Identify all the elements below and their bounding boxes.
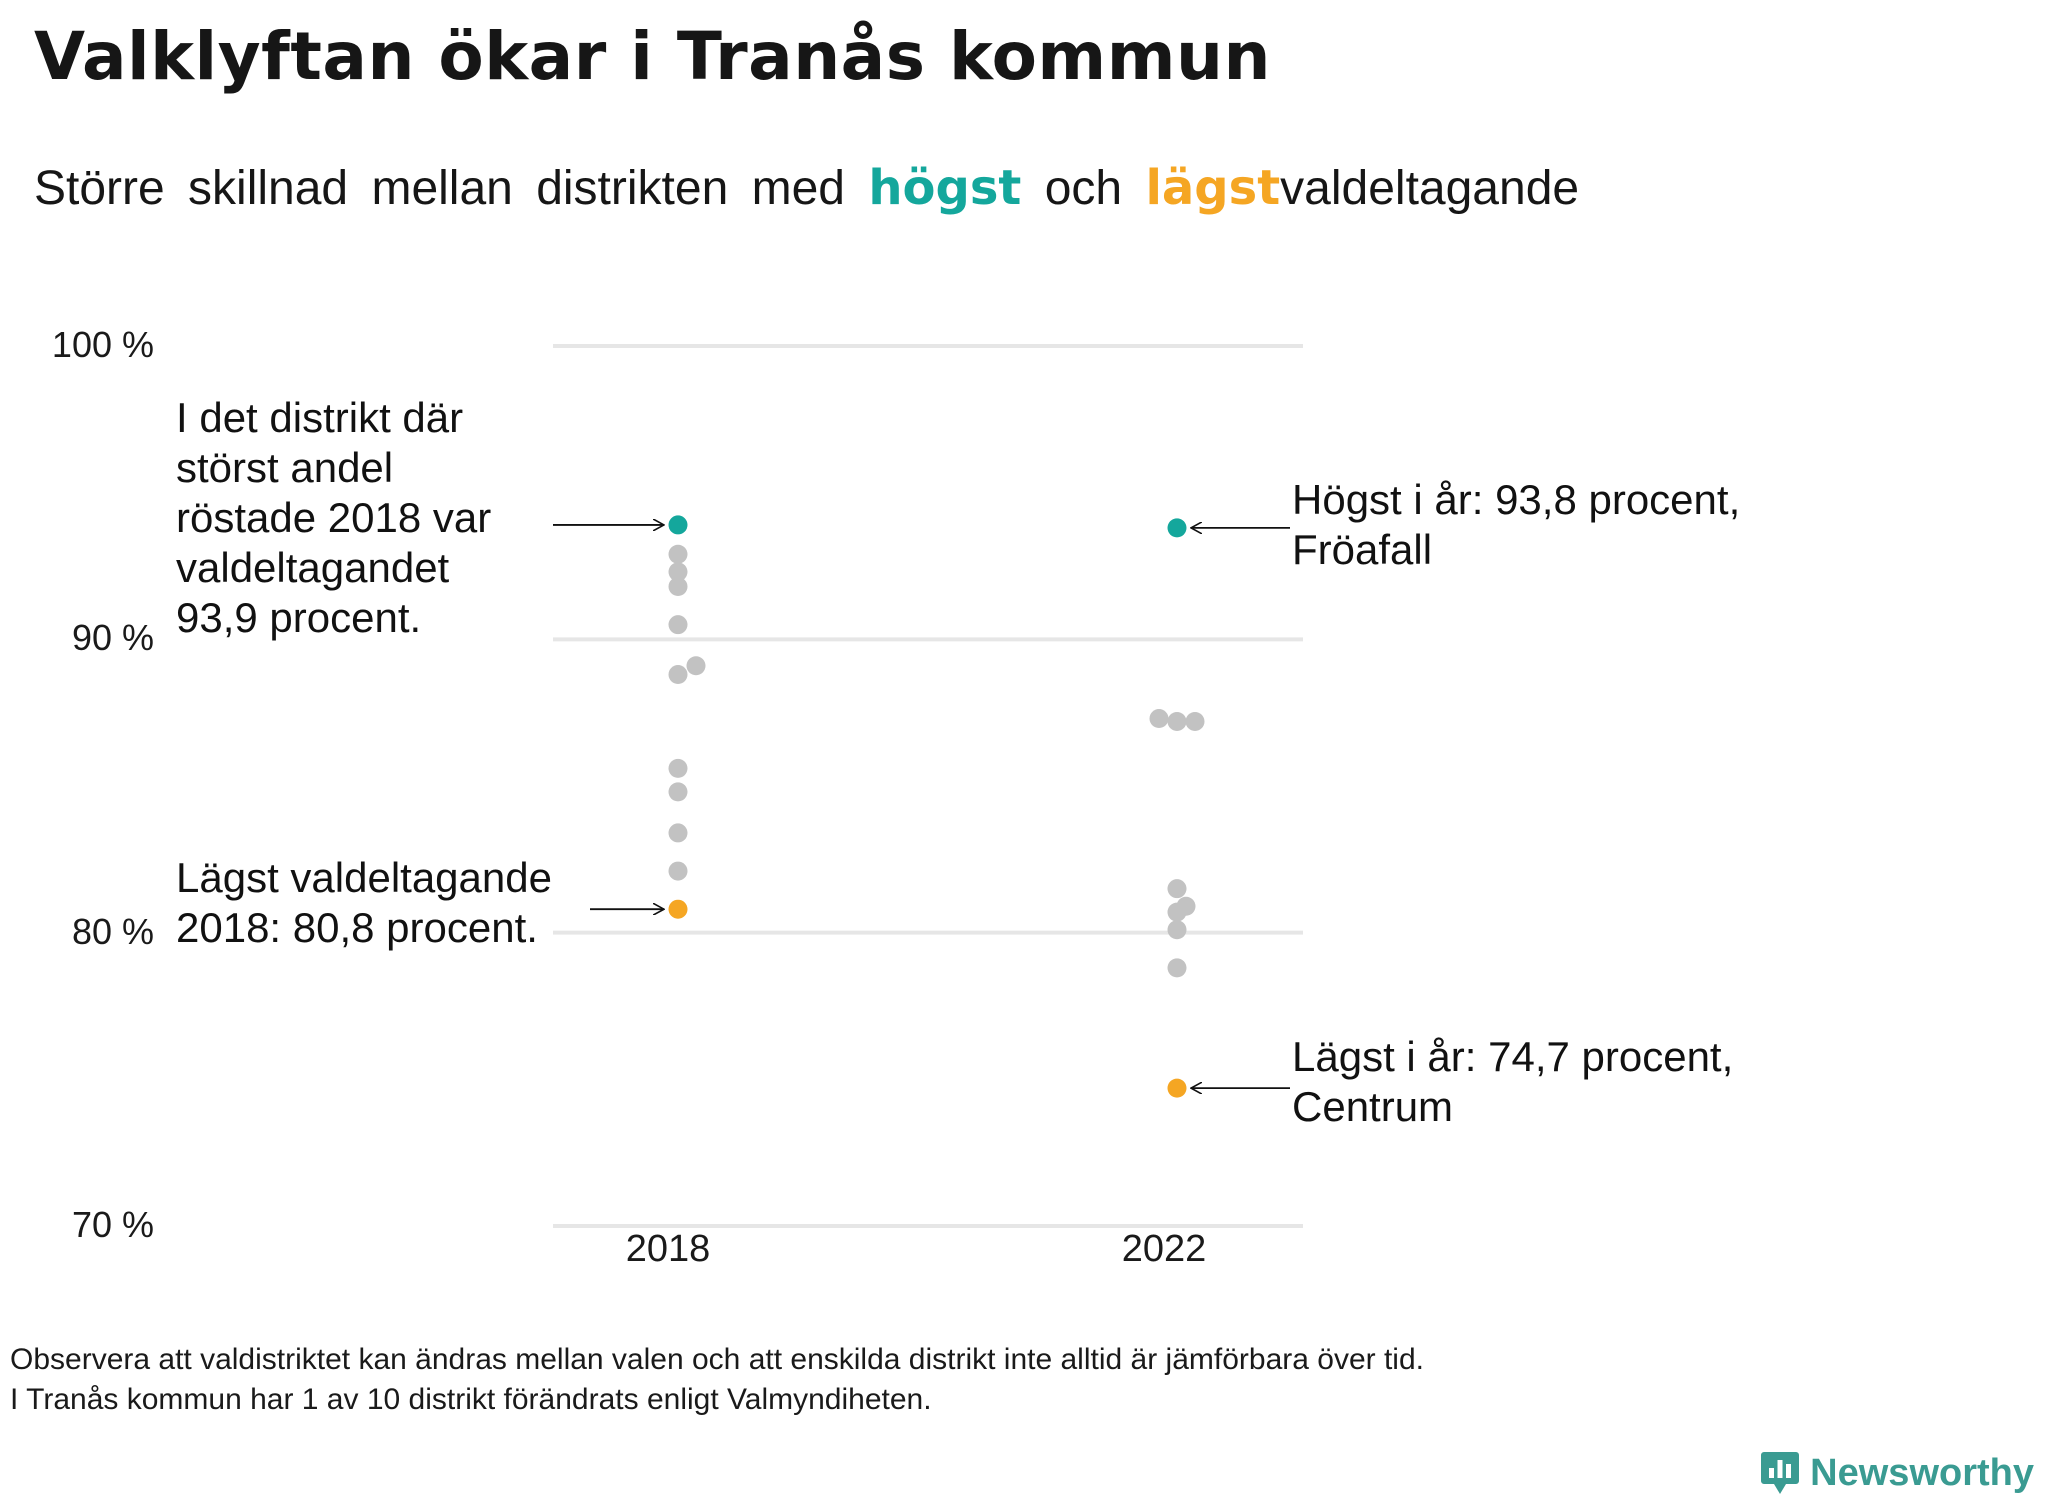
dot-2018-other-10 [668,861,688,881]
y-tick-label-70: 70 % [71,1204,154,1245]
dot-2018-other-7 [668,758,688,778]
dot-2018-other-8 [668,782,688,802]
dot-2018-other-9 [668,823,688,843]
dot-2022-other-4 [1167,879,1187,899]
dot-2022-other-3 [1185,711,1205,731]
dot-2018-other-1 [668,544,688,564]
gridlines [553,344,1303,1228]
data-points [668,515,1205,1098]
annotation-low-2018: Lägst valdeltagande 2018: 80,8 procent. [176,854,552,951]
dot-2022-high-0 [1167,518,1187,538]
subtitle-text-mid: och [1044,162,1123,215]
dot-2022-other-1 [1149,709,1169,729]
footnote-line-2: I Tranås kommun har 1 av 10 distrikt för… [10,1383,932,1416]
dot-2022-low-9 [1167,1078,1187,1098]
brand: Newsworthy [1760,1450,2034,1496]
annotation-high-2022: Högst i år: 93,8 procent, Fröafall [1292,476,1741,573]
subtitle-text-post: valdeltagande [1280,162,1580,215]
dot-2022-other-8 [1167,958,1187,978]
newsworthy-logo-icon [1761,1452,1800,1494]
annotation-low-2022: Lägst i år: 74,7 procent, Centrum [1292,1033,1734,1130]
dot-2018-other-2 [668,562,688,582]
subtitle-text-pre: Större skillnad mellan distrikten med [34,162,845,215]
chart-subtitle: Större skillnad mellan distrikten med hö… [34,160,1579,216]
dot-2022-other-6 [1167,902,1187,922]
chart-title: Valklyftan ökar i Tranås kommun [34,18,1271,95]
annotation-high-2018: I det distrikt där störst andel röstade … [176,394,492,641]
y-tick-label-80: 80 % [71,910,154,952]
dot-2018-high-0 [668,515,688,535]
footnote-line-1: Observera att valdistriktet kan ändras m… [10,1343,1424,1376]
dot-2018-other-5 [686,656,706,676]
x-tick-label-2018: 2018 [625,1228,711,1270]
subtitle-highlight-high: högst [868,160,1022,216]
annotation-arrows [553,525,1290,1088]
dot-2018-other-6 [668,665,688,685]
y-tick-label-100: 100 % [51,324,154,365]
y-tick-label-90: 90 % [71,617,154,659]
dot-2018-other-4 [668,615,688,635]
footnote: Observera att valdistriktet kan ändras m… [10,1340,1424,1420]
dot-2018-other-3 [668,577,688,597]
brand-name: Newsworthy [1810,1451,2034,1494]
subtitle-highlight-low: lägst [1145,160,1281,216]
x-tick-label-2022: 2022 [1121,1228,1207,1270]
dot-2018-low-11 [668,899,688,919]
dot-2022-other-2 [1167,711,1187,731]
dot-2022-other-7 [1167,920,1187,940]
